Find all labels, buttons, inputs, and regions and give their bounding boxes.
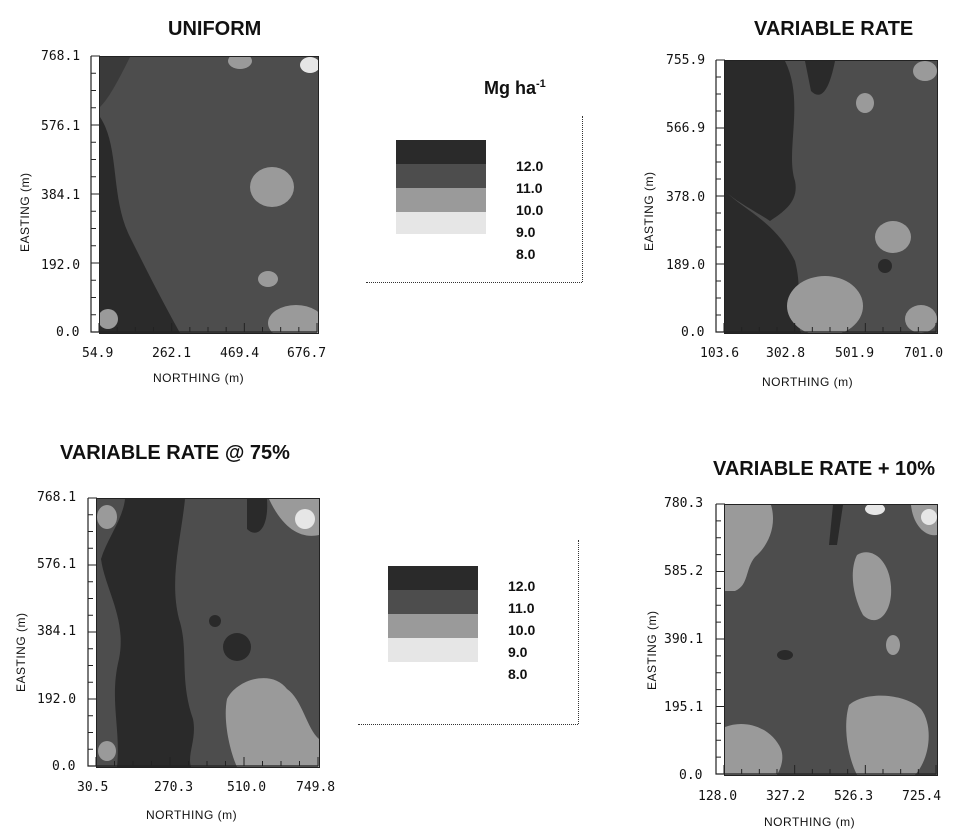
x-axis-label: NORTHING (m) (762, 375, 854, 389)
legend-value: 12.0 (516, 158, 544, 174)
legend-value: 8.0 (516, 246, 536, 262)
heatmap-plot-uniform (99, 56, 319, 334)
y-tick-label: 755.9 (666, 53, 706, 68)
x-tick-label: 526.3 (834, 789, 874, 804)
legend-value: 10.0 (516, 202, 544, 218)
legend-value: 9.0 (516, 224, 536, 240)
legend-top: Mg ha-1 12.0 11.0 10.0 9.0 8.0 (366, 78, 586, 288)
heatmap-svg (725, 61, 937, 333)
x-tick-label: 510.0 (227, 780, 267, 795)
y-axis-label: EASTING (m) (18, 172, 32, 253)
heatmap-svg (725, 505, 937, 775)
heatmap-zone-light (250, 167, 294, 207)
x-tick-label: 54.9 (82, 346, 114, 361)
x-tick-label: 701.0 (904, 346, 944, 361)
legend-value: 8.0 (508, 666, 528, 682)
legend-swatch (388, 614, 478, 638)
y-tick-label: 566.9 (666, 121, 706, 136)
x-tick-label: 469.4 (220, 346, 260, 361)
y-tick-label: 576.1 (37, 557, 77, 572)
y-tick-label: 378.0 (666, 190, 706, 205)
y-tick-label: 768.1 (41, 49, 81, 64)
x-tick-label: 501.9 (835, 346, 875, 361)
heatmap-zone-light (98, 741, 116, 761)
legend-frame (366, 282, 582, 283)
y-tick-label: 0.0 (56, 325, 80, 340)
x-tick-label: 262.1 (152, 346, 192, 361)
legend-frame (358, 724, 578, 725)
heatmap-plot-variable-rate-75 (96, 498, 320, 768)
chart-title: VARIABLE RATE @ 75% (60, 442, 290, 464)
x-tick-label: 128.0 (698, 789, 738, 804)
y-tick-label: 0.0 (52, 759, 76, 774)
y-axis-label: EASTING (m) (645, 610, 659, 691)
heatmap-zone-dark (777, 650, 793, 660)
legend-value: 12.0 (508, 578, 536, 594)
legend-swatch (396, 164, 486, 188)
heatmap-svg (100, 57, 318, 333)
x-tick-label: 327.2 (766, 789, 806, 804)
heatmap-zone-dark (725, 61, 796, 221)
legend-swatch (388, 590, 478, 614)
legend-value: 9.0 (508, 644, 528, 660)
chart-title: VARIABLE RATE + 10% (713, 458, 936, 480)
heatmap-zone-light (856, 93, 874, 113)
x-tick-label: 103.6 (700, 346, 740, 361)
legend-swatch (388, 638, 478, 662)
y-tick-label: 384.1 (41, 188, 81, 203)
x-axis-label: NORTHING (m) (764, 815, 856, 829)
heatmap-zone-light (875, 221, 911, 253)
y-tick-label: 768.1 (37, 490, 77, 505)
y-tick-label: 390.1 (664, 632, 704, 647)
heatmap-zone-light (258, 271, 278, 287)
x-axis-label: NORTHING (m) (146, 808, 238, 822)
x-tick-label: 676.7 (287, 346, 327, 361)
y-tick-label: 0.0 (681, 325, 705, 340)
heatmap-zone-dark (209, 615, 221, 627)
y-axis-label: EASTING (m) (14, 612, 28, 693)
legend-frame (582, 116, 583, 282)
heatmap-zone-dark (223, 633, 251, 661)
y-tick-label: 192.0 (37, 692, 77, 707)
heatmap-zone-dark (878, 259, 892, 273)
y-tick-label: 780.3 (664, 496, 704, 511)
legend-swatch (396, 188, 486, 212)
y-tick-label: 195.1 (664, 700, 704, 715)
x-axis-label: NORTHING (m) (153, 371, 245, 385)
heatmap-zone-light (886, 635, 900, 655)
heatmap-svg (97, 499, 319, 767)
y-tick-label: 576.1 (41, 119, 81, 134)
heatmap-zone-light (913, 61, 937, 81)
heatmap-zone-light (905, 305, 937, 333)
x-tick-label: 270.3 (154, 780, 194, 795)
legend-value: 11.0 (508, 600, 535, 616)
y-tick-label: 0.0 (679, 768, 703, 783)
heatmap-zone-lightest (295, 509, 315, 529)
y-tick-label: 384.1 (37, 624, 77, 639)
y-tick-label: 585.2 (664, 564, 704, 579)
chart-title: UNIFORM (168, 18, 262, 40)
heatmap-zone-light (846, 695, 929, 775)
legend-swatch (388, 566, 478, 590)
legend-unit: Mg ha-1 (484, 78, 546, 98)
x-tick-label: 302.8 (766, 346, 806, 361)
x-tick-label: 749.8 (296, 780, 336, 795)
x-tick-label: 30.5 (77, 780, 109, 795)
chart-title: VARIABLE RATE (754, 18, 914, 40)
legend-swatch (396, 212, 486, 234)
x-tick-label: 725.4 (902, 789, 942, 804)
y-tick-label: 192.0 (41, 258, 81, 273)
y-tick-label: 189.0 (666, 258, 706, 273)
legend-bottom: 12.0 11.0 10.0 9.0 8.0 (358, 540, 582, 726)
legend-frame (578, 540, 579, 724)
heatmap-plot-variable-rate-plus-10 (724, 504, 938, 776)
y-axis-label: EASTING (m) (642, 171, 656, 252)
heatmap-zone-lightest (921, 509, 937, 525)
heatmap-zone-light (97, 505, 117, 529)
legend-value: 10.0 (508, 622, 536, 638)
heatmap-plot-variable-rate (724, 60, 938, 334)
legend-swatch (396, 140, 486, 164)
legend-value: 11.0 (516, 180, 543, 196)
